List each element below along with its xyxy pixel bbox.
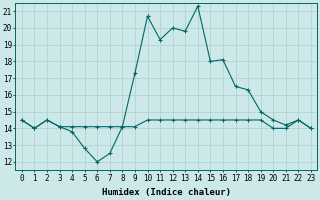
X-axis label: Humidex (Indice chaleur): Humidex (Indice chaleur) — [102, 188, 231, 197]
